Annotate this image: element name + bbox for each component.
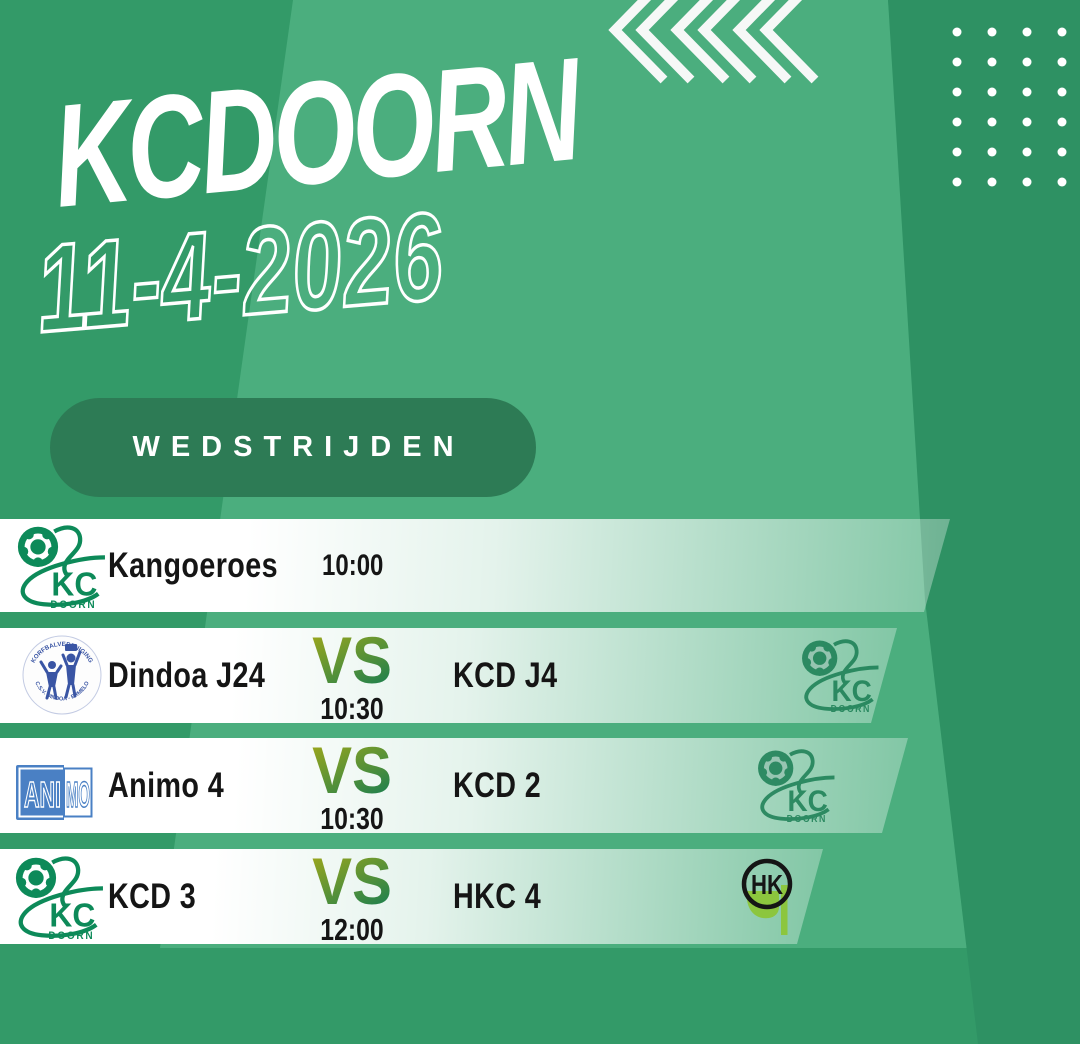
svg-text:KC: KC [49,898,95,935]
chevrons-icon [608,0,819,84]
match-row-4: KC DOORN KCD 3 VS 12:00 HKC 4 HK [0,849,823,944]
svg-text:DOORN: DOORN [50,599,96,610]
event-date: 11-4-2026 [30,186,450,361]
away-team-name: HKC 4 [453,876,542,916]
wedstrijden-button[interactable]: WEDSTRIJDEN [50,398,536,497]
svg-text:DOORN: DOORN [48,930,94,941]
kcdoorn-logo: KC DOORN [10,853,106,941]
away-team-name: KCD J4 [453,655,558,695]
match-row-1: KC DOORN Kangoeroes 10:00 [0,519,950,612]
match-time: 10:30 [320,691,384,726]
svg-text:HK: HK [751,869,783,900]
home-team-name: KCD 3 [108,876,197,916]
hkc-logo: HK [737,857,801,939]
match-time: 10:00 [322,548,384,582]
svg-text:KC: KC [51,567,97,604]
svg-text:DOORN: DOORN [787,814,827,824]
animo-logo: ANI MO [16,765,95,820]
svg-text:DOORN: DOORN [831,704,871,714]
match-row-3: ANI MO Animo 4 VS 10:30 KCD 2 KC DOORN [0,738,908,833]
svg-text:KC: KC [787,785,827,818]
home-team-name: Dindoa J24 [108,655,266,695]
match-row-2: KORFBALVERENIGING C.S.V. DINDOA - ERMELO… [0,628,897,723]
kcdoorn-logo: KC DOORN [753,746,837,824]
svg-text:KC: KC [831,675,871,708]
kcdoorn-logo: KC DOORN [797,636,881,714]
kcdoorn-logo: KC DOORN [12,522,108,610]
match-time: 10:30 [320,801,384,836]
vs-label: VS [312,845,392,919]
match-time: 12:00 [320,912,384,947]
home-team-name: Kangoeroes [108,545,278,585]
dots-grid-icon [952,27,1072,187]
svg-text:MO: MO [66,774,90,815]
dindoa-logo: KORFBALVERENIGING C.S.V. DINDOA - ERMELO [22,635,102,715]
vs-label: VS [312,624,392,698]
home-team-name: Animo 4 [108,765,225,805]
svg-text:ANI: ANI [24,774,61,815]
away-team-name: KCD 2 [453,765,542,805]
vs-label: VS [312,734,392,808]
